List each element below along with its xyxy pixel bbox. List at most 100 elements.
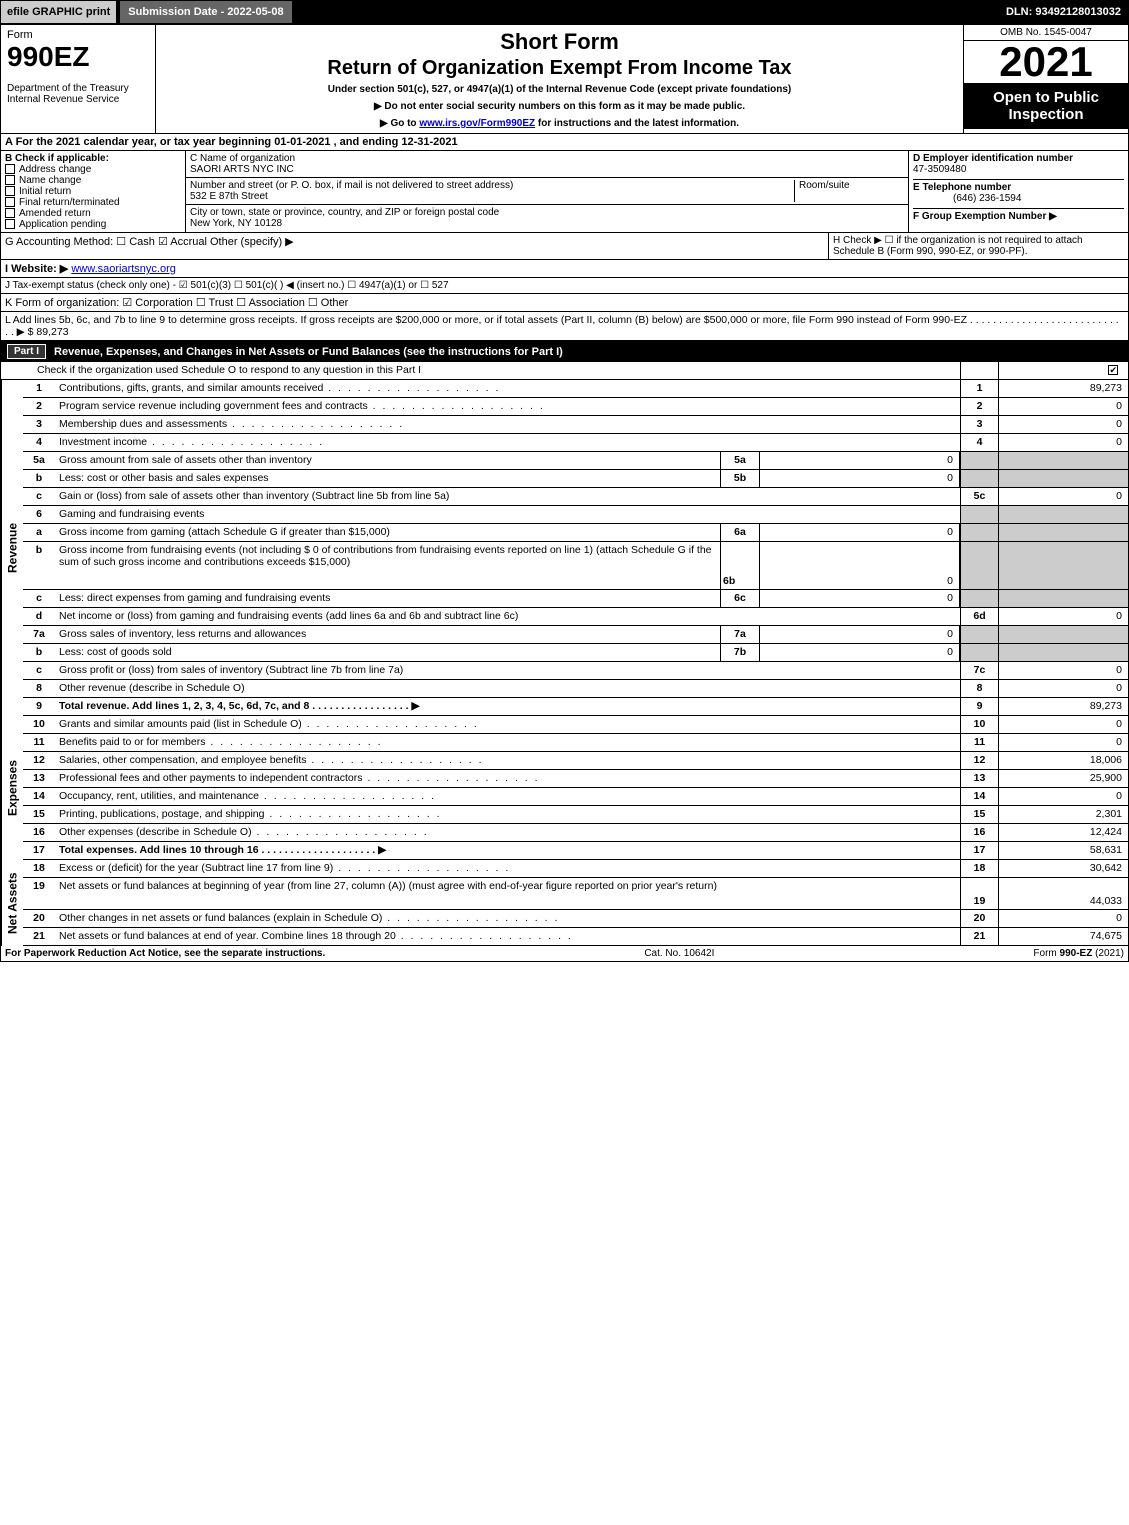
- line-5c-val: 0: [998, 488, 1128, 505]
- line-6d-val: 0: [998, 608, 1128, 625]
- line-11-val: 0: [998, 734, 1128, 751]
- row-gh: G Accounting Method: ☐ Cash ☑ Accrual Ot…: [0, 233, 1129, 260]
- line-1-val: 89,273: [998, 380, 1128, 397]
- chk-final-return[interactable]: [5, 197, 15, 207]
- website-link[interactable]: www.saoriartsnyc.org: [71, 263, 176, 275]
- line-12-val: 18,006: [998, 752, 1128, 769]
- line-7c: Gross profit or (loss) from sales of inv…: [55, 662, 960, 679]
- efile-print-button[interactable]: efile GRAPHIC print: [0, 0, 117, 24]
- line-20-val: 0: [998, 910, 1128, 927]
- chk-schedule-o[interactable]: [1108, 365, 1118, 375]
- line-6a-val: 0: [760, 524, 960, 541]
- section-def: D Employer identification number 47-3509…: [908, 151, 1128, 232]
- line-4-val: 0: [998, 434, 1128, 451]
- section-c: C Name of organization SAORI ARTS NYC IN…: [186, 151, 908, 232]
- line-14-val: 0: [998, 788, 1128, 805]
- line-5b-val: 0: [760, 470, 960, 487]
- addr-label: Number and street (or P. O. box, if mail…: [190, 180, 513, 191]
- chk-address-change[interactable]: [5, 164, 15, 174]
- subtitle: Under section 501(c), 527, or 4947(a)(1)…: [160, 84, 959, 95]
- chk-name-change[interactable]: [5, 175, 15, 185]
- line-6c: Less: direct expenses from gaming and fu…: [55, 590, 720, 607]
- line-12: Salaries, other compensation, and employ…: [55, 752, 960, 769]
- part-1-check: Check if the organization used Schedule …: [33, 362, 960, 379]
- part-1-label: Part I: [7, 344, 46, 359]
- city-label: City or town, state or province, country…: [190, 207, 499, 218]
- line-9: Total revenue. Add lines 1, 2, 3, 4, 5c,…: [55, 698, 960, 715]
- b-label: B Check if applicable:: [5, 153, 109, 164]
- chk-amended-return[interactable]: [5, 208, 15, 218]
- room-suite: Room/suite: [794, 180, 904, 202]
- form-header: Form 990EZ Department of the Treasury In…: [0, 24, 1129, 134]
- short-form-title: Short Form: [160, 29, 959, 55]
- dln-label: DLN: 93492128013032: [998, 0, 1129, 24]
- line-9-val: 89,273: [998, 698, 1128, 715]
- row-j: J Tax-exempt status (check only one) - ☑…: [0, 278, 1129, 294]
- line-7a-val: 0: [760, 626, 960, 643]
- irs-label: Internal Revenue Service: [7, 94, 149, 105]
- addr-value: 532 E 87th Street: [190, 191, 268, 202]
- line-7b: Less: cost of goods sold: [55, 644, 720, 661]
- line-15: Printing, publications, postage, and shi…: [55, 806, 960, 823]
- form-number: 990EZ: [7, 41, 149, 73]
- line-18-val: 30,642: [998, 860, 1128, 877]
- line-18: Excess or (deficit) for the year (Subtra…: [55, 860, 960, 877]
- main-title: Return of Organization Exempt From Incom…: [160, 57, 959, 80]
- line-14: Occupancy, rent, utilities, and maintena…: [55, 788, 960, 805]
- footer-cat: Cat. No. 10642I: [644, 948, 714, 959]
- submission-date: Submission Date - 2022-05-08: [119, 0, 292, 24]
- ein-value: 47-3509480: [913, 164, 966, 175]
- footer-right: Form 990-EZ (2021): [1033, 948, 1124, 959]
- line-5b: Less: cost or other basis and sales expe…: [55, 470, 720, 487]
- phone-label: E Telephone number: [913, 182, 1011, 193]
- line-5c: Gain or (loss) from sale of assets other…: [55, 488, 960, 505]
- side-expenses: Expenses: [1, 716, 23, 860]
- line-19-val: 44,033: [998, 878, 1128, 909]
- line-4: Investment income: [55, 434, 960, 451]
- line-3-val: 0: [998, 416, 1128, 433]
- line-20: Other changes in net assets or fund bala…: [55, 910, 960, 927]
- chk-initial-return[interactable]: [5, 186, 15, 196]
- line-21-val: 74,675: [998, 928, 1128, 945]
- row-i: I Website: ▶ www.saoriartsnyc.org: [0, 260, 1129, 278]
- instruction-2: ▶ Go to www.irs.gov/Form990EZ for instru…: [160, 118, 959, 129]
- instruction-1: ▶ Do not enter social security numbers o…: [160, 101, 959, 112]
- footer-left: For Paperwork Reduction Act Notice, see …: [5, 948, 325, 959]
- line-6c-val: 0: [760, 590, 960, 607]
- line-3: Membership dues and assessments: [55, 416, 960, 433]
- tax-year: 2021: [964, 41, 1128, 83]
- org-name-label: C Name of organization: [190, 153, 295, 164]
- group-exemption: F Group Exemption Number ▶: [913, 211, 1057, 222]
- form-label: Form: [7, 29, 149, 41]
- line-10: Grants and similar amounts paid (list in…: [55, 716, 960, 733]
- line-8-val: 0: [998, 680, 1128, 697]
- section-b: B Check if applicable: Address change Na…: [1, 151, 186, 232]
- part-1-title: Revenue, Expenses, and Changes in Net As…: [54, 346, 563, 358]
- line-16-val: 12,424: [998, 824, 1128, 841]
- open-to-public: Open to Public Inspection: [964, 83, 1128, 129]
- line-16: Other expenses (describe in Schedule O): [55, 824, 960, 841]
- line-2: Program service revenue including govern…: [55, 398, 960, 415]
- chk-application-pending[interactable]: [5, 219, 15, 229]
- line-7a: Gross sales of inventory, less returns a…: [55, 626, 720, 643]
- row-l: L Add lines 5b, 6c, and 7b to line 9 to …: [0, 312, 1129, 341]
- line-6a: Gross income from gaming (attach Schedul…: [55, 524, 720, 541]
- line-19: Net assets or fund balances at beginning…: [55, 878, 960, 909]
- line-6b: Gross income from fundraising events (no…: [55, 542, 720, 589]
- line-17: Total expenses. Add lines 10 through 16 …: [55, 842, 960, 859]
- line-6d: Net income or (loss) from gaming and fun…: [55, 608, 960, 625]
- line-7b-val: 0: [760, 644, 960, 661]
- org-name: SAORI ARTS NYC INC: [190, 164, 294, 175]
- top-bar: efile GRAPHIC print Submission Date - 20…: [0, 0, 1129, 24]
- part-1-header: Part I Revenue, Expenses, and Changes in…: [1, 341, 1128, 362]
- line-21: Net assets or fund balances at end of ye…: [55, 928, 960, 945]
- part-1: Part I Revenue, Expenses, and Changes in…: [0, 341, 1129, 946]
- line-11: Benefits paid to or for members: [55, 734, 960, 751]
- footer: For Paperwork Reduction Act Notice, see …: [0, 946, 1129, 962]
- irs-link[interactable]: www.irs.gov/Form990EZ: [419, 118, 535, 129]
- line-13: Professional fees and other payments to …: [55, 770, 960, 787]
- dept-label: Department of the Treasury: [7, 83, 149, 94]
- side-net-assets: Net Assets: [1, 860, 23, 946]
- schedule-b-check: H Check ▶ ☐ if the organization is not r…: [828, 233, 1128, 259]
- side-revenue: Revenue: [1, 380, 23, 716]
